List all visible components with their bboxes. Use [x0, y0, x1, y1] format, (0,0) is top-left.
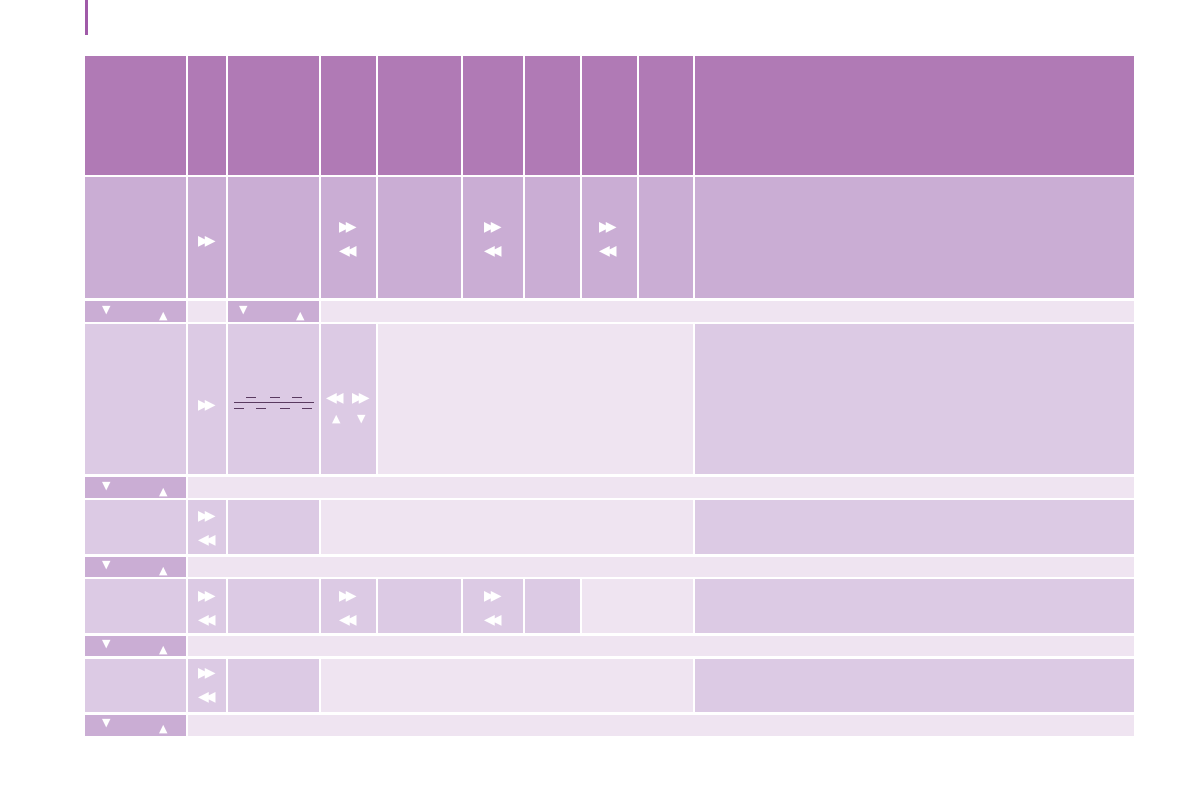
rewind-icon[interactable]: ◀◀: [198, 689, 215, 705]
row2-cell-1: [85, 324, 186, 474]
rewind-icon[interactable]: ◀◀: [198, 612, 215, 628]
row5-cell-5: [695, 659, 1134, 712]
header-cell-8: [582, 56, 637, 175]
row5-cell-4: [321, 659, 693, 712]
header-cell-2: [188, 56, 226, 175]
rewind-icon[interactable]: ◀◀: [198, 532, 215, 548]
row2-cell-5: [378, 324, 693, 474]
row1-cell-2: ▶▶: [188, 177, 226, 298]
row1-cell-8: ▶▶ ◀◀: [582, 177, 637, 298]
fast-forward-icon[interactable]: ▶▶: [198, 233, 215, 249]
rewind-icon[interactable]: ◀◀: [484, 243, 501, 259]
fast-forward-icon[interactable]: ▶▶: [198, 665, 215, 681]
row5-cell-2: ▶▶ ◀◀: [188, 659, 226, 712]
triangle-up-icon[interactable]: ▲: [159, 309, 168, 322]
triangle-up-icon[interactable]: ▲: [159, 722, 168, 735]
row1-cell-9: [639, 177, 693, 298]
row3-cell-5: [695, 500, 1134, 554]
header-cell-10: [695, 56, 1134, 175]
rewind-icon[interactable]: ◀◀: [326, 390, 343, 406]
nav-bar-2-fill: [188, 477, 1134, 498]
triangle-down-icon[interactable]: ▼: [102, 303, 111, 316]
accent-bar: [85, 0, 88, 35]
header-cell-4: [321, 56, 376, 175]
fast-forward-icon[interactable]: ▶▶: [352, 390, 369, 406]
nav-bar-4[interactable]: ▼ ▲: [85, 636, 186, 656]
row1-cell-1: [85, 177, 186, 298]
header-cell-3: [228, 56, 319, 175]
row3-cell-4: [321, 500, 693, 554]
row3-cell-1: [85, 500, 186, 554]
header-cell-5: [378, 56, 461, 175]
row4-cell-5: [378, 579, 461, 633]
nav-bar-5[interactable]: ▼ ▲: [85, 715, 186, 736]
row5-cell-3: [228, 659, 319, 712]
triangle-down-icon[interactable]: ▼: [102, 637, 111, 650]
nav-bar-3-fill: [188, 557, 1134, 577]
row4-cell-6: ▶▶ ◀◀: [463, 579, 523, 633]
row5-cell-1: [85, 659, 186, 712]
rewind-icon[interactable]: ◀◀: [339, 243, 356, 259]
row2-cell-3: [228, 324, 319, 474]
rewind-icon[interactable]: ◀◀: [484, 612, 501, 628]
row2-cell-6: [695, 324, 1134, 474]
triangle-up-icon[interactable]: ▲: [159, 564, 168, 577]
triangle-down-icon[interactable]: ▼: [357, 412, 366, 425]
triangle-up-icon[interactable]: ▲: [296, 309, 305, 322]
nav-bar-3[interactable]: ▼ ▲: [85, 557, 186, 577]
row3-cell-2: ▶▶ ◀◀: [188, 500, 226, 554]
fast-forward-icon[interactable]: ▶▶: [339, 219, 356, 235]
row4-cell-2: ▶▶ ◀◀: [188, 579, 226, 633]
row2-cell-2: ▶▶: [188, 324, 226, 474]
row1-cell-5: [378, 177, 461, 298]
nav-bar-1-gap: [188, 301, 226, 322]
fast-forward-icon[interactable]: ▶▶: [198, 588, 215, 604]
triangle-down-icon[interactable]: ▼: [102, 716, 111, 729]
row3-cell-3: [228, 500, 319, 554]
triangle-up-icon[interactable]: ▲: [159, 643, 168, 656]
fast-forward-icon[interactable]: ▶▶: [198, 508, 215, 524]
row1-cell-6: ▶▶ ◀◀: [463, 177, 523, 298]
row2-cell-4: ◀◀ ▶▶ ▲ ▼: [321, 324, 376, 474]
row1-cell-3: [228, 177, 319, 298]
fast-forward-icon[interactable]: ▶▶: [339, 588, 356, 604]
rewind-icon[interactable]: ◀◀: [339, 612, 356, 628]
fast-forward-icon[interactable]: ▶▶: [599, 219, 616, 235]
fast-forward-icon[interactable]: ▶▶: [484, 588, 501, 604]
rewind-icon[interactable]: ◀◀: [599, 243, 616, 259]
row1-cell-4: ▶▶ ◀◀: [321, 177, 376, 298]
nav-bar-4-fill: [188, 636, 1134, 656]
fast-forward-icon[interactable]: ▶▶: [484, 219, 501, 235]
row1-cell-7: [525, 177, 580, 298]
header-cell-1: [85, 56, 186, 175]
triangle-down-icon[interactable]: ▼: [102, 479, 111, 492]
header-cell-7: [525, 56, 580, 175]
row4-cell-8: [582, 579, 693, 633]
dashed-lines-icon: [234, 396, 314, 410]
nav-bar-1[interactable]: ▼ ▲: [85, 301, 186, 322]
triangle-up-icon[interactable]: ▲: [159, 485, 168, 498]
triangle-down-icon[interactable]: ▼: [102, 558, 111, 571]
nav-bar-5-fill: [188, 715, 1134, 736]
triangle-up-icon[interactable]: ▲: [332, 412, 341, 425]
row1-cell-10: [695, 177, 1134, 298]
triangle-down-icon[interactable]: ▼: [239, 303, 248, 316]
row4-cell-4: ▶▶ ◀◀: [321, 579, 376, 633]
nav-bar-2[interactable]: ▼ ▲: [85, 477, 186, 498]
header-cell-9: [639, 56, 693, 175]
nav-bar-1b[interactable]: ▼ ▲: [228, 301, 319, 322]
fast-forward-icon[interactable]: ▶▶: [198, 397, 215, 413]
row4-cell-7: [525, 579, 580, 633]
row4-cell-1: [85, 579, 186, 633]
row4-cell-3: [228, 579, 319, 633]
nav-bar-1-fill: [321, 301, 1134, 322]
header-cell-6: [463, 56, 523, 175]
row4-cell-9: [695, 579, 1134, 633]
